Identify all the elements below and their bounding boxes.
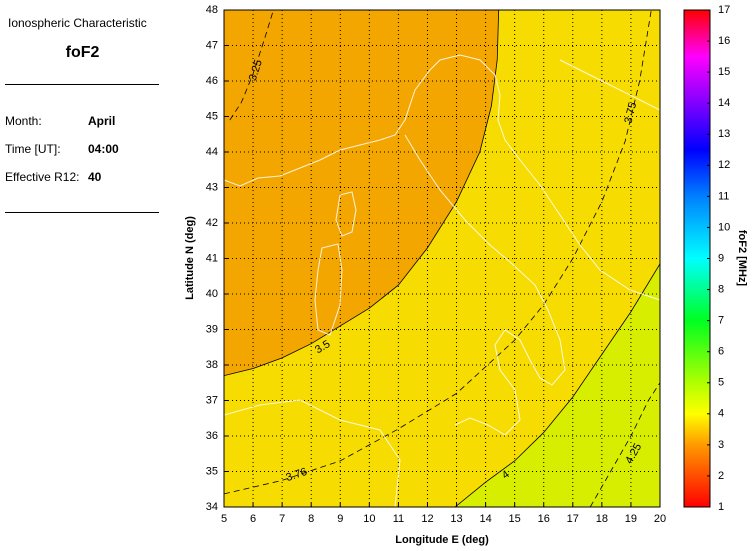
y-tick-label: 34 bbox=[206, 501, 218, 513]
y-tick-label: 35 bbox=[206, 465, 218, 477]
contour-label: 3.75 bbox=[623, 101, 640, 125]
contour-line bbox=[224, 10, 652, 495]
y-tick-label: 41 bbox=[206, 252, 218, 264]
x-tick-label: 15 bbox=[509, 513, 521, 525]
colorbar-tick-label: 2 bbox=[718, 470, 724, 482]
coastlines bbox=[224, 54, 660, 507]
x-tick-label: 11 bbox=[393, 513, 404, 525]
colorbar-tick-label: 15 bbox=[718, 66, 730, 78]
colorbar-tick-label: 14 bbox=[718, 97, 730, 109]
axes: 3.253.53.753.76 44.255 6 7 8 9 10 11 12 13 14 15 16 1… bbox=[206, 4, 731, 525]
y-tick-label: 37 bbox=[206, 394, 218, 406]
y-axis-label: Latitude N (deg) bbox=[184, 216, 196, 300]
x-tick-label: 12 bbox=[421, 513, 433, 525]
y-tick-label: 47 bbox=[206, 39, 218, 51]
colorbar-tick-label: 4 bbox=[718, 408, 724, 420]
y-tick-label: 40 bbox=[206, 288, 218, 300]
y-tick-label: 46 bbox=[206, 75, 218, 87]
colorbar-tick-label: 16 bbox=[718, 35, 730, 47]
panel-title: Ionospheric Characteristic bbox=[8, 16, 147, 30]
x-tick-label: 13 bbox=[450, 513, 462, 525]
colorbar-tick-label: 12 bbox=[718, 159, 730, 171]
colorbar-tick-label: 1 bbox=[718, 501, 724, 513]
y-tick-label: 42 bbox=[206, 217, 218, 229]
divider bbox=[5, 212, 159, 213]
x-tick-label: 9 bbox=[337, 513, 343, 525]
y-tick-label: 36 bbox=[206, 430, 218, 442]
plot-area bbox=[224, 10, 660, 507]
x-tick-label: 17 bbox=[567, 513, 579, 525]
contour-line bbox=[589, 382, 660, 507]
y-tick-label: 43 bbox=[206, 181, 218, 193]
x-tick-label: 10 bbox=[363, 513, 375, 525]
x-tick-label: 8 bbox=[308, 513, 314, 525]
colorbar-tick-label: 7 bbox=[718, 315, 724, 327]
x-tick-label: 5 bbox=[221, 513, 227, 525]
colorbar-tick-label: 10 bbox=[718, 221, 730, 233]
x-tick-label: 16 bbox=[538, 513, 550, 525]
contour-line bbox=[454, 263, 660, 507]
colorbar-tick-label: 11 bbox=[718, 190, 729, 202]
colorbar-tick-label: 8 bbox=[718, 283, 724, 295]
x-tick-label: 6 bbox=[250, 513, 256, 525]
parameter: foF2 bbox=[65, 44, 100, 61]
contour-line bbox=[229, 10, 274, 121]
colorbar-label: foF2 [MHz] bbox=[736, 230, 748, 287]
colorbar-tick-label: 6 bbox=[718, 346, 724, 358]
field-value: April bbox=[88, 114, 116, 128]
colorbar-tick-label: 9 bbox=[718, 252, 724, 264]
colorbar-tick-label: 17 bbox=[718, 4, 730, 16]
colorbar-tick-label: 3 bbox=[718, 439, 724, 451]
y-tick-label: 38 bbox=[206, 359, 218, 371]
x-tick-label: 7 bbox=[279, 513, 285, 525]
contour-fill bbox=[224, 10, 499, 376]
field-value: 40 bbox=[88, 170, 102, 184]
y-tick-label: 39 bbox=[206, 323, 218, 335]
y-tick-label: 48 bbox=[206, 4, 218, 16]
info-panel: Ionospheric Characteristic foF2 Month: A… bbox=[0, 0, 165, 551]
colorbar bbox=[683, 9, 711, 508]
field-label: Month: bbox=[5, 114, 42, 128]
x-tick-label: 20 bbox=[654, 513, 666, 525]
field-label: Time [UT]: bbox=[5, 142, 61, 156]
colorbar-tick-label: 13 bbox=[718, 128, 730, 140]
contour-line bbox=[224, 10, 500, 377]
divider bbox=[5, 84, 159, 85]
y-tick-label: 44 bbox=[206, 146, 218, 158]
x-axis-label: Longitude E (deg) bbox=[395, 534, 489, 546]
field-value: 04:00 bbox=[88, 142, 119, 156]
x-tick-label: 14 bbox=[479, 513, 491, 525]
x-tick-label: 18 bbox=[596, 513, 608, 525]
x-tick-label: 19 bbox=[625, 513, 637, 525]
field-label: Effective R12: bbox=[5, 170, 80, 184]
colorbar-tick-label: 5 bbox=[718, 377, 724, 389]
contour-fill bbox=[455, 263, 660, 507]
y-tick-label: 45 bbox=[206, 110, 218, 122]
